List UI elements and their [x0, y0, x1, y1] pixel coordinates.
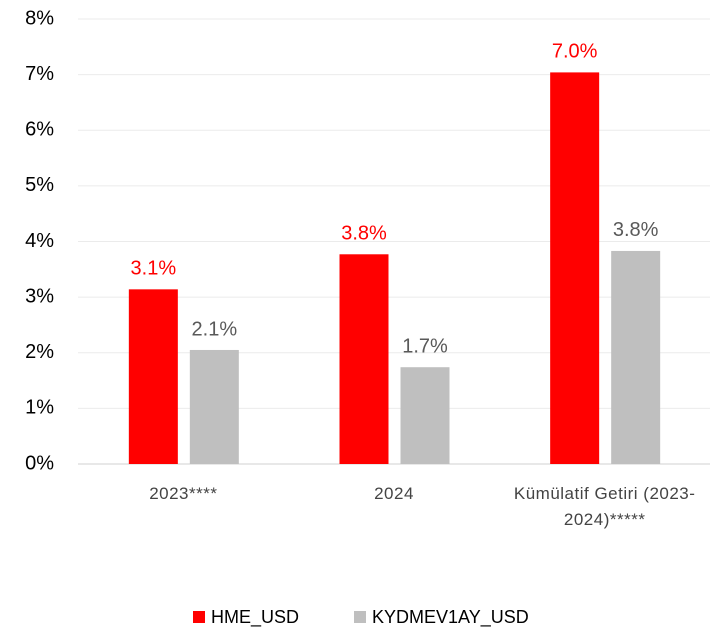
bar: [400, 367, 450, 464]
y-tick-label: 7%: [25, 63, 54, 85]
data-label: 2.1%: [192, 318, 238, 340]
y-tick-label: 5%: [25, 174, 54, 196]
data-label: 1.7%: [402, 335, 448, 357]
y-tick-label: 0%: [25, 452, 54, 474]
bar: [128, 289, 178, 464]
legend-label: KYDMEV1AY_USD: [372, 607, 529, 628]
legend-swatch: [193, 611, 205, 623]
y-tick-label: 6%: [25, 119, 54, 141]
data-label: 7.0%: [552, 41, 598, 63]
legend-label: HME_USD: [211, 607, 299, 628]
bar: [611, 250, 661, 464]
bar: [339, 254, 389, 464]
data-label: 3.1%: [131, 258, 177, 280]
y-tick-label: 2%: [25, 341, 54, 363]
bar: [189, 349, 239, 464]
y-tick-label: 8%: [25, 7, 54, 29]
x-tick-label: Kümülatif Getiri (2023-2024)*****: [513, 484, 696, 529]
x-tick-label: 2024: [374, 484, 414, 503]
x-tick-label: 2023****: [149, 484, 218, 503]
bar: [550, 72, 600, 465]
y-tick-label: 3%: [25, 285, 54, 307]
y-tick-label: 4%: [25, 230, 54, 252]
data-label: 3.8%: [613, 219, 659, 241]
legend-swatch: [354, 611, 366, 623]
data-label: 3.8%: [341, 223, 387, 245]
y-tick-label: 1%: [25, 397, 54, 419]
